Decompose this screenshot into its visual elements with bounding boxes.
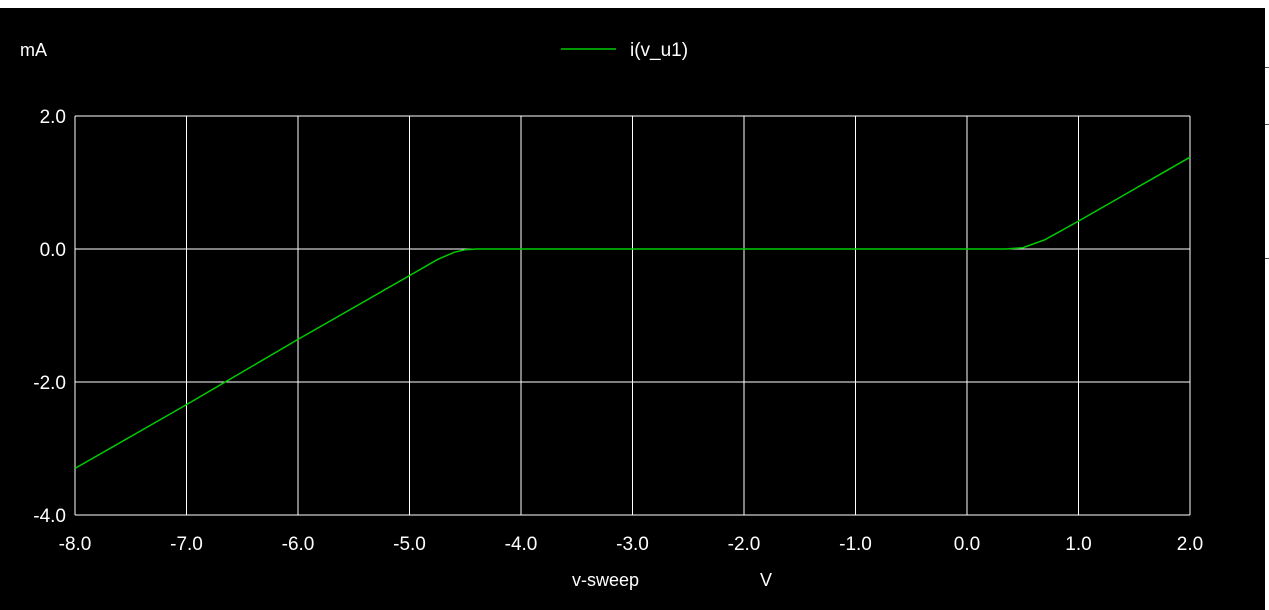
x-tick-label: 2.0 (1177, 534, 1203, 555)
x-tick-label: -1.0 (839, 534, 872, 555)
edge-divider (1265, 258, 1269, 259)
x-tick-label: 0.0 (954, 534, 980, 555)
x-tick-label: -8.0 (59, 534, 92, 555)
x-tick-label: -5.0 (393, 534, 426, 555)
y-unit-label: mA (20, 40, 47, 60)
series-line (74, 156, 1191, 470)
window-edge-strip (1265, 0, 1269, 610)
y-tick-label: -2.0 (33, 373, 66, 394)
x-tick-label: -4.0 (505, 534, 538, 555)
x-tick-label: -6.0 (282, 534, 315, 555)
y-tick-label: 2.0 (40, 107, 66, 128)
grid (74, 115, 1191, 516)
x-tick-label: -7.0 (170, 534, 203, 555)
series-layer (74, 156, 1191, 470)
y-tick-label: 0.0 (40, 240, 66, 261)
x-tick-label: -3.0 (616, 534, 649, 555)
y-tick-labels: 2.0 0.0 -2.0 -4.0 (33, 107, 66, 527)
x-tick-label: 1.0 (1065, 534, 1091, 555)
x-axis-label: v-sweep (572, 570, 639, 590)
waveform-chart: -8.0 -7.0 -6.0 -5.0 -4.0 -3.0 -2.0 -1.0 0.0 1.0 2.… (20, 40, 1204, 590)
legend: i(v_u1) (561, 40, 688, 61)
x-tick-labels: -8.0 -7.0 -6.0 -5.0 -4.0 -3.0 -2.0 -1.0 0.0 1.0 2.… (59, 534, 1204, 555)
edge-divider (1265, 124, 1269, 125)
plot-window: -8.0 -7.0 -6.0 -5.0 -4.0 -3.0 -2.0 -1.0 0.0 1.0 2.… (0, 8, 1265, 610)
x-tick-label: -2.0 (728, 534, 761, 555)
edge-divider (1265, 67, 1269, 68)
legend-label: i(v_u1) (630, 40, 688, 61)
y-tick-label: -4.0 (33, 506, 66, 527)
x-unit-label: V (760, 570, 772, 590)
